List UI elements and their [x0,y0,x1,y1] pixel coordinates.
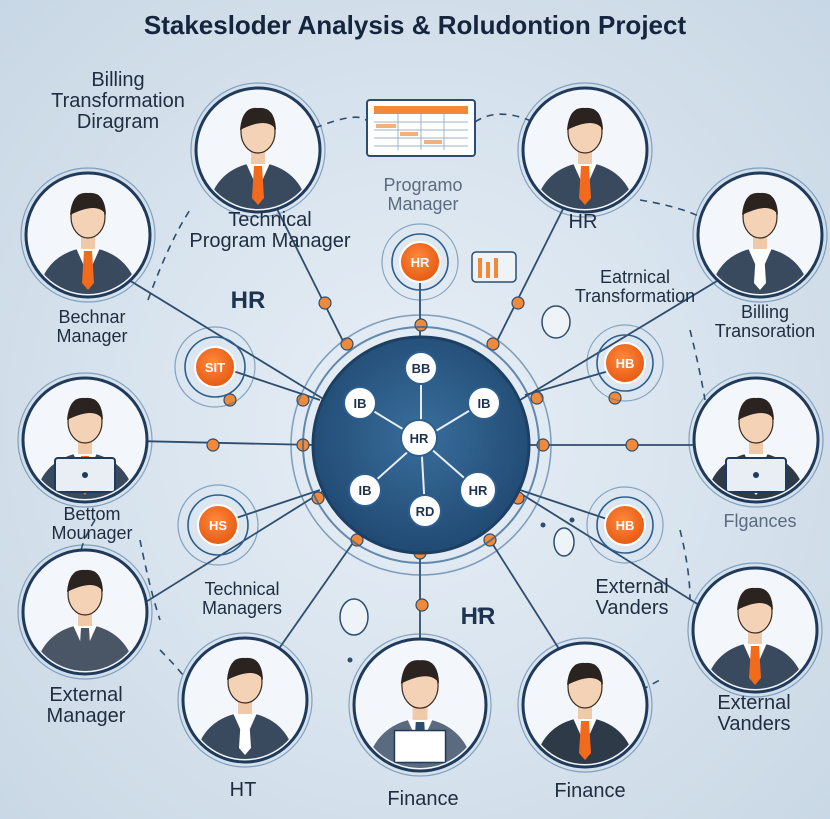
label-eatrnical-transformation: Eatrnical Transformation [574,267,696,306]
stakeholder-avatars [17,82,828,777]
satellite-rings [174,223,664,566]
page-title: Stakesloder Analysis & Roludontion Proje… [143,10,687,40]
label-external-vanders-mid: External Vanders [595,576,669,619]
avatar-bechnar-manager-icon [20,167,156,303]
label-technical-managers: Technical Managers [201,579,283,618]
label-hr-top: HR [568,211,598,233]
label-technical-program-manager: Technical Program Manager [189,209,351,252]
avatar-hr-top-icon [517,82,653,218]
label-hr-bottom: HR [460,603,496,630]
avatar-billing-transoration-icon [692,167,828,303]
avatar-flgances-icon [688,372,824,508]
avatar-bettom-mounager-icon [17,372,153,508]
decorative-dots [347,517,575,663]
label-programo-manager: Programo Manager [383,175,463,214]
label-billing-transoration: Billing Transoration [714,302,816,341]
label-bettom-mounager: Bettom Mounager [51,504,133,543]
avatar-finance-bottom-icon [348,633,492,777]
label-bechnar-manager: Bechnar Manager [56,307,128,346]
avatar-finance-right-icon [517,637,653,773]
satellite-fills [194,241,646,546]
label-external-vanders-right: External Vanders [717,692,791,735]
label-finance-bottom: Finance [387,788,459,810]
label-flgances: Flgances [723,511,797,531]
avatar-external-vanders-right-icon [687,562,823,698]
label-finance-right: Finance [554,780,626,802]
decorative-pills [339,305,575,636]
hub-node-circles [343,351,501,528]
avatar-ht-icon [177,632,313,768]
bar-chart-icon [471,251,517,283]
label-hr-left: HR [230,287,266,314]
label-external-manager: External Manager [46,684,126,727]
spreadsheet-icon [366,99,476,157]
label-ht: HT [229,779,257,801]
avatar-external-manager-icon [17,544,153,680]
avatar-technical-program-manager-icon [190,82,326,218]
label-billing-transformation-diagram: Billing Transformation Diragram [51,69,185,133]
